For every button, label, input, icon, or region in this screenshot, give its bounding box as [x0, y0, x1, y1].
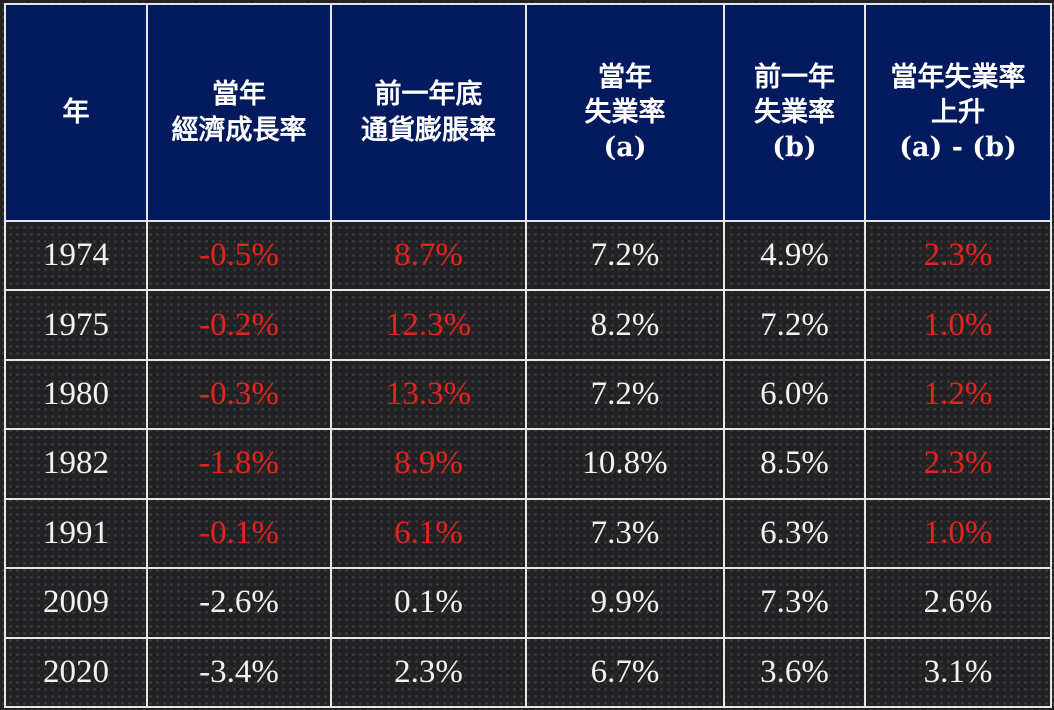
cell-unemp-rise: 2.3%	[864, 219, 1052, 292]
cell-year: 2020	[4, 636, 148, 709]
cell-unemp-a: 10.8%	[525, 428, 725, 500]
cell-unemp-a: 9.9%	[525, 567, 725, 639]
column-header-line: 當年	[598, 61, 652, 93]
column-header-line: (b)	[772, 132, 817, 164]
table-row: 1982 -1.8% 8.9% 10.8% 8.5% 2.3%	[4, 428, 1052, 500]
cell-year: 1980	[4, 358, 148, 431]
cell-unemp-a: 7.2%	[525, 219, 725, 292]
cell-year: 1975	[4, 289, 148, 361]
cell-unemp-b: 3.6%	[723, 636, 866, 709]
column-header-prior-inflation: 前一年底 通貨膨脹率	[330, 3, 527, 222]
cell-unemp-b: 6.3%	[723, 497, 866, 570]
column-header-line: 失業率	[754, 96, 835, 128]
column-header-line: (a)	[603, 132, 647, 164]
table-body: 1974 -0.5% 8.7% 7.2% 4.9% 2.3% 1975 -0.2% 12.3% 8…	[4, 219, 1052, 709]
table-row: 2009 -2.6% 0.1% 9.9% 7.3% 2.6%	[4, 567, 1052, 639]
table-row: 1991 -0.1% 6.1% 7.3% 6.3% 1.0%	[4, 497, 1052, 570]
column-header-line: 上升	[931, 96, 985, 128]
cell-unemp-b: 6.0%	[723, 358, 866, 431]
cell-unemp-rise: 2.6%	[864, 567, 1052, 639]
cell-gdp-growth: -1.8%	[146, 428, 332, 500]
cell-unemp-b: 8.5%	[723, 428, 866, 500]
cell-year: 1991	[4, 497, 148, 570]
table-row: 1975 -0.2% 12.3% 8.2% 7.2% 1.0%	[4, 289, 1052, 361]
data-table: 年當年 經濟成長率 前一年底 通貨膨脹率 當年 失業率 (a) 前一年 失業率 (b) 當年失業率上…	[4, 3, 1052, 709]
column-header-line: 經濟成長率	[171, 114, 307, 146]
column-header-line: 年	[62, 96, 90, 128]
cell-prior-inflation: 8.7%	[330, 219, 527, 292]
cell-prior-inflation: 8.9%	[330, 428, 527, 500]
cell-unemp-rise: 1.0%	[864, 289, 1052, 361]
cell-year: 1974	[4, 219, 148, 292]
column-header-line: 失業率	[584, 96, 666, 128]
cell-prior-inflation: 12.3%	[330, 289, 527, 361]
cell-unemp-b: 7.2%	[723, 289, 866, 361]
cell-gdp-growth: -0.2%	[146, 289, 332, 361]
column-header-line: (a) - (b)	[899, 132, 1017, 164]
cell-prior-inflation: 6.1%	[330, 497, 527, 570]
column-header-line: 前一年底	[374, 79, 483, 111]
cell-unemp-rise: 1.2%	[864, 358, 1052, 431]
cell-unemp-rise: 1.0%	[864, 497, 1052, 570]
cell-unemp-b: 7.3%	[723, 567, 866, 639]
cell-year: 1982	[4, 428, 148, 500]
table-row: 1974 -0.5% 8.7% 7.2% 4.9% 2.3%	[4, 219, 1052, 292]
column-header-unemp-rise: 當年失業率 上升 (a) - (b)	[864, 3, 1052, 222]
cell-gdp-growth: -0.1%	[146, 497, 332, 570]
cell-unemp-rise: 3.1%	[864, 636, 1052, 709]
table-row: 1980 -0.3% 13.3% 7.2% 6.0% 1.2%	[4, 358, 1052, 431]
header-row: 年當年 經濟成長率 前一年底 通貨膨脹率 當年 失業率 (a) 前一年 失業率 (b) 當年失業率上…	[4, 3, 1052, 222]
cell-gdp-growth: -0.3%	[146, 358, 332, 431]
column-header-gdp-growth: 當年 經濟成長率	[146, 3, 332, 222]
column-header-line: 前一年	[754, 61, 835, 93]
cell-unemp-rise: 2.3%	[864, 428, 1052, 500]
cell-unemp-a: 7.2%	[525, 358, 725, 431]
cell-unemp-a: 7.3%	[525, 497, 725, 570]
cell-prior-inflation: 13.3%	[330, 358, 527, 431]
column-header-unemp-b: 前一年 失業率 (b)	[723, 3, 866, 222]
cell-prior-inflation: 0.1%	[330, 567, 527, 639]
cell-gdp-growth: -0.5%	[146, 219, 332, 292]
cell-year: 2009	[4, 567, 148, 639]
column-header-line: 通貨膨脹率	[361, 114, 496, 146]
column-header-line: 當年失業率	[890, 61, 1026, 93]
cell-prior-inflation: 2.3%	[330, 636, 527, 709]
column-header-unemp-a: 當年 失業率 (a)	[525, 3, 725, 222]
table-row: 2020 -3.4% 2.3% 6.7% 3.6% 3.1%	[4, 636, 1052, 709]
cell-unemp-a: 8.2%	[525, 289, 725, 361]
table-header: 年當年 經濟成長率 前一年底 通貨膨脹率 當年 失業率 (a) 前一年 失業率 (b) 當年失業率上…	[4, 3, 1052, 222]
cell-unemp-b: 4.9%	[723, 219, 866, 292]
cell-gdp-growth: -3.4%	[146, 636, 332, 709]
cell-gdp-growth: -2.6%	[146, 567, 332, 639]
column-header-year: 年	[4, 3, 148, 222]
cell-unemp-a: 6.7%	[525, 636, 725, 709]
column-header-line: 當年	[212, 79, 266, 111]
